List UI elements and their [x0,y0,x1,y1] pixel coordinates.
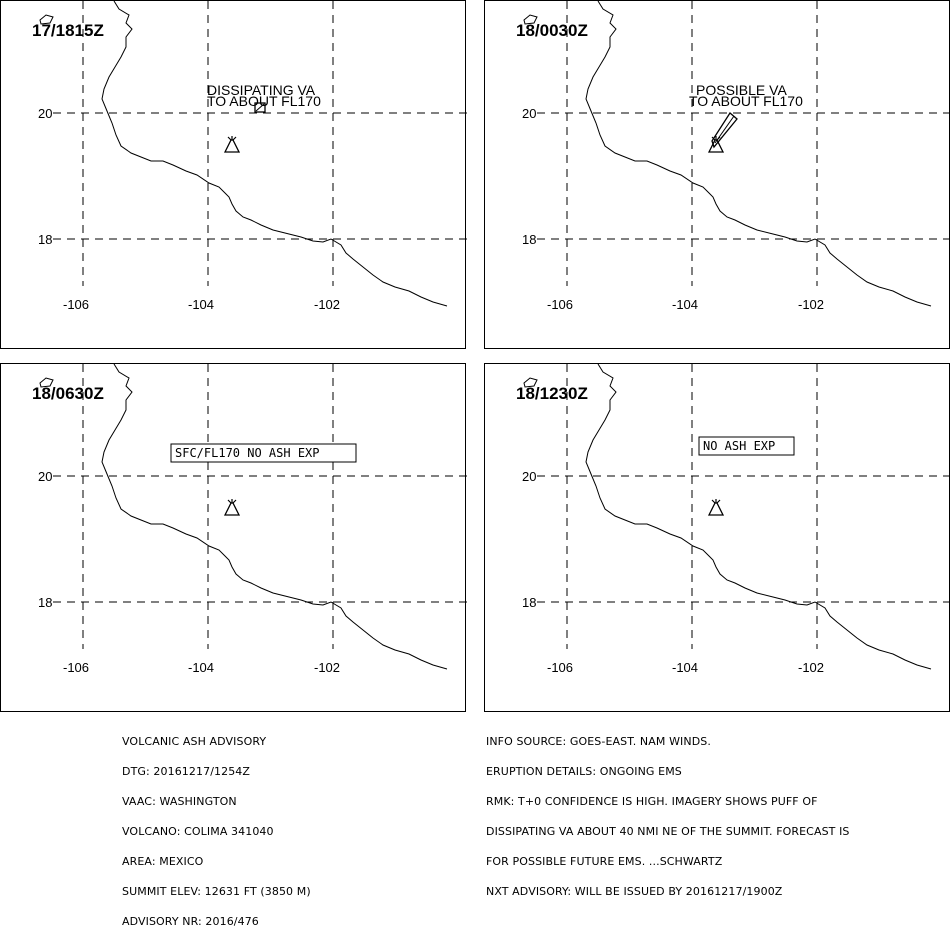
latitude-label: 18 [38,232,52,247]
map-panel-3: 20 18 -106 -104 -102 18/0630Z SFC/FL170 NO … [0,363,467,712]
longitude-label: -104 [188,297,214,312]
valid-time-label: 18/0030Z [516,21,588,40]
map-svg-3: 20 18 -106 -104 -102 18/0630Z SFC/FL170 NO … [32,364,467,675]
longitude-label: -106 [63,297,89,312]
grid-lines [53,1,467,286]
remarks-line-1: RMK: T+0 CONFIDENCE IS HIGH. IMAGERY SHO… [486,795,818,808]
coastline [101,1,448,307]
longitude-label: -102 [798,660,824,675]
island-outline [39,377,54,388]
advisory-header-left: VOLCANIC ASH ADVISORY DTG: 20161217/1254… [122,717,311,937]
longitude-label: -104 [672,297,698,312]
annotation-box [170,443,357,463]
island-outline [39,14,54,25]
map-panel-1: 20 18 -106 -104 -102 17/1815Z DISSIPATING V… [0,0,467,349]
grid-lines [53,364,467,649]
latitude-label: 18 [522,232,536,247]
longitude-label: -106 [547,297,573,312]
remarks-line-3: FOR POSSIBLE FUTURE EMS. ...SCHWARTZ [486,855,723,868]
annotation-line: POSSIBLE VA [696,82,787,98]
advisory-number: ADVISORY NR: 2016/476 [122,915,259,928]
info-source: INFO SOURCE: GOES-EAST. NAM WINDS. [486,735,711,748]
latitude-label: 20 [522,106,536,121]
map-svg-2: 20 18 -106 -104 -102 18/0030Z POSSIBLE VATO… [516,1,950,312]
latitude-label: 20 [38,469,52,484]
grid-lines [537,1,950,286]
latitude-label: 20 [522,469,536,484]
annotation-line: DISSIPATING VA [207,82,316,98]
annotation-box [698,436,795,456]
ash-feature [711,112,738,149]
annotation-text: SFC/FL170 NO ASH EXP [175,446,320,460]
advisory-details-right: INFO SOURCE: GOES-EAST. NAM WINDS. ERUPT… [486,717,850,907]
ash-annotation: SFC/FL170 NO ASH EXP [170,443,357,463]
volcano-icon [223,136,241,153]
latitude-label: 18 [522,595,536,610]
advisory-area: AREA: MEXICO [122,855,204,868]
longitude-label: -104 [188,660,214,675]
island-outline [523,14,538,25]
longitude-label: -106 [547,660,573,675]
valid-time-label: 18/0630Z [32,384,104,403]
longitude-label: -102 [314,297,340,312]
coastline [101,364,448,670]
advisory-title: VOLCANIC ASH ADVISORY [122,735,267,748]
grid-lines [537,364,950,649]
longitude-label: -104 [672,660,698,675]
longitude-label: -102 [314,660,340,675]
latitude-label: 20 [38,106,52,121]
longitude-label: -106 [63,660,89,675]
longitude-label: -102 [798,297,824,312]
coastline [585,364,932,670]
advisory-summit-elev: SUMMIT ELEV: 12631 FT (3850 M) [122,885,311,898]
annotation-line: TO ABOUT FL170 [207,93,321,109]
remarks-line-2: DISSIPATING VA ABOUT 40 NMI NE OF THE SU… [486,825,850,838]
annotation-line: TO ABOUT FL170 [689,93,803,109]
map-svg-1: 20 18 -106 -104 -102 17/1815Z DISSIPATING V… [32,1,467,312]
valid-time-label: 17/1815Z [32,21,104,40]
valid-time-label: 18/1230Z [516,384,588,403]
eruption-details: ERUPTION DETAILS: ONGOING EMS [486,765,682,778]
ash-area-polygon [254,102,266,113]
ash-annotation: NO ASH EXP [698,436,795,456]
annotation-text: NO ASH EXP [703,439,775,453]
map-panel-2: 20 18 -106 -104 -102 18/0030Z POSSIBLE VA TO… [484,0,950,349]
map-svg-4: 20 18 -106 -104 -102 18/1230Z NO ASH EXP [516,364,950,675]
ash-plume-polygon [711,112,738,149]
coastline [585,1,932,307]
island-outline [523,377,538,388]
latitude-label: 18 [38,595,52,610]
advisory-dtg: DTG: 20161217/1254Z [122,765,251,778]
volcano-icon [223,499,241,516]
advisory-vaac: VAAC: WASHINGTON [122,795,237,808]
next-advisory: NXT ADVISORY: WILL BE ISSUED BY 20161217… [486,885,783,898]
map-panel-4: 20 18 -106 -104 -102 18/1230Z NO ASH EXP [484,363,950,712]
advisory-volcano: VOLCANO: COLIMA 341040 [122,825,274,838]
ash-feature [254,102,266,113]
volcano-icon [707,499,725,516]
